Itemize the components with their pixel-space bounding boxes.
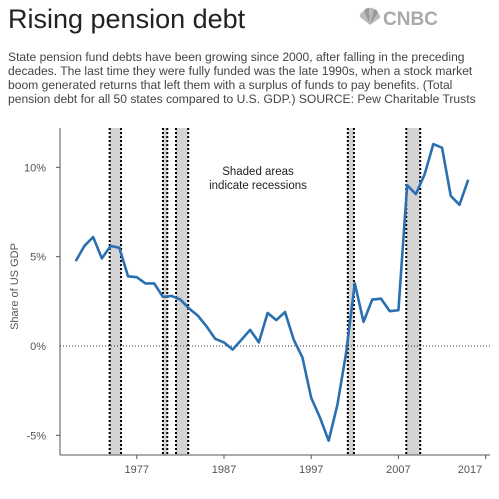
peacock xyxy=(359,7,381,25)
title: Rising pension debt xyxy=(8,4,246,34)
annotation: Shaded areas xyxy=(222,166,294,178)
x-tick-label: 2007 xyxy=(386,464,410,476)
x-tick-label: 1987 xyxy=(212,464,236,476)
x-tick-label: 1997 xyxy=(299,464,323,476)
recession-band xyxy=(406,128,421,455)
y-tick-label: -5% xyxy=(26,430,46,442)
x-tick-label: 2017 xyxy=(458,464,482,476)
recession-band xyxy=(176,128,189,455)
x-tick-label: 1977 xyxy=(125,464,149,476)
logo-text: CNBC xyxy=(383,9,438,30)
annotation: indicate recessions xyxy=(209,180,307,192)
subtitle: State pension fund debts have been growi… xyxy=(8,50,476,106)
recession-band xyxy=(109,128,122,455)
y-tick-label: 10% xyxy=(24,162,46,174)
y-axis-label: Share of US GDP xyxy=(9,243,21,330)
data-line xyxy=(74,142,470,443)
recession-band xyxy=(347,128,354,455)
logo: CNBC xyxy=(359,7,438,30)
recession-band xyxy=(162,128,168,455)
y-tick-label: 0% xyxy=(30,341,46,353)
y-tick-label: 5% xyxy=(30,252,46,264)
